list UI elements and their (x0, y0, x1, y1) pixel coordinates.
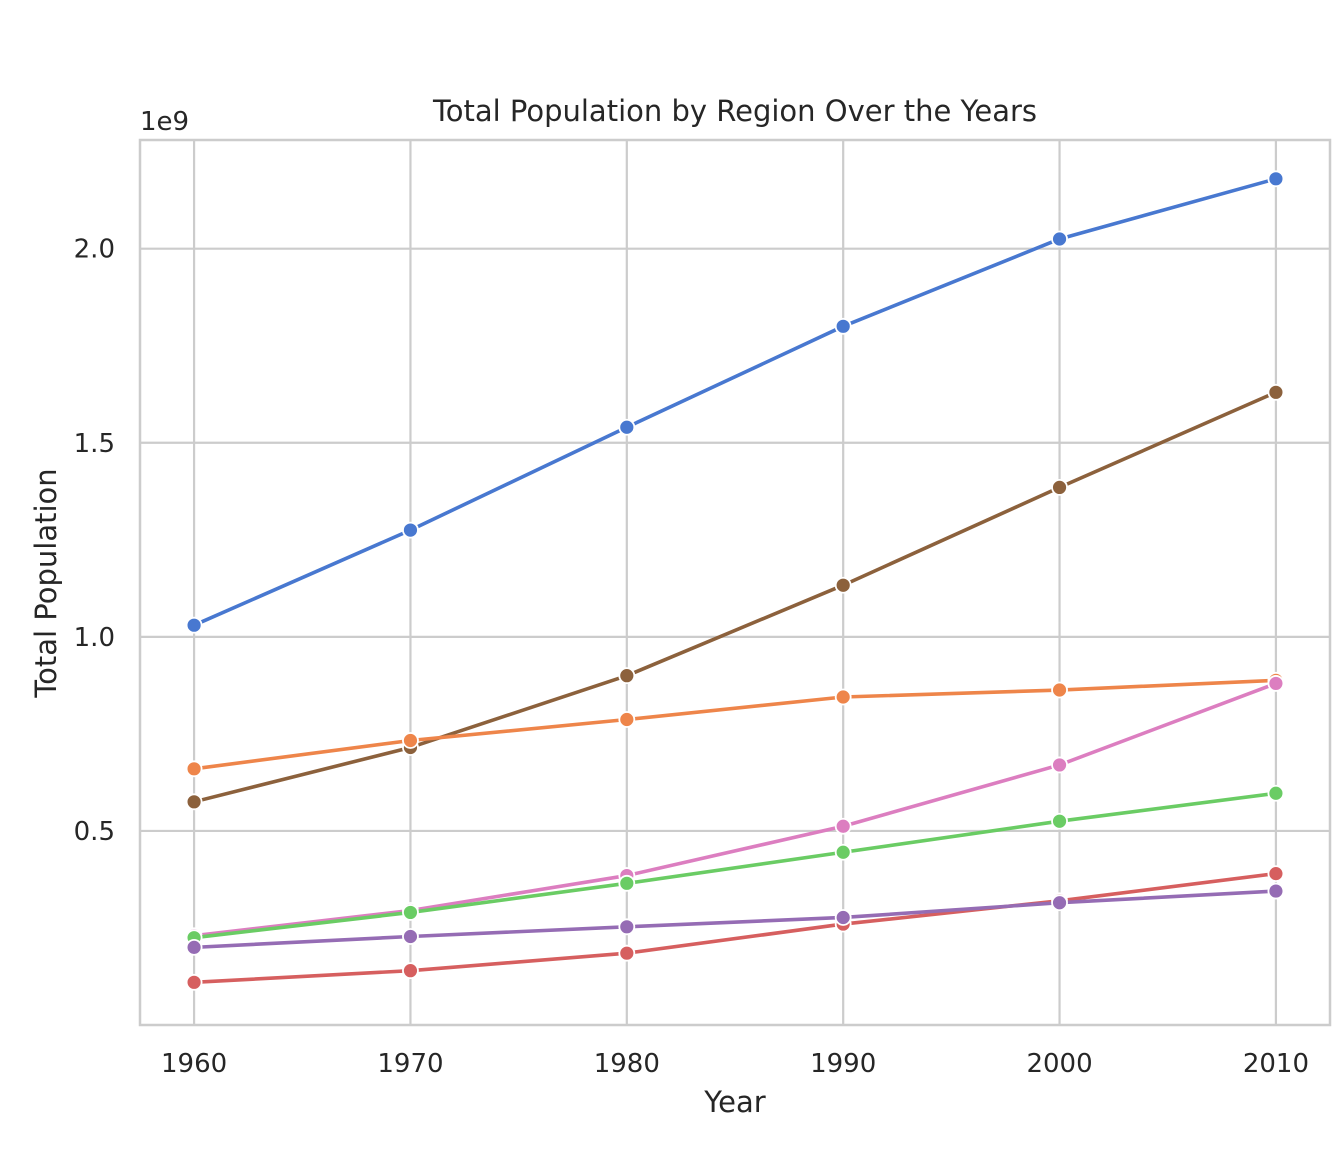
x-tick-label: 2000 (1026, 1049, 1092, 1079)
series-line (192, 871, 1278, 985)
data-point (185, 616, 203, 634)
series-1 (185, 170, 1285, 634)
data-point (834, 817, 852, 835)
data-point (1051, 681, 1068, 699)
y-tick-label: 1.0 (74, 623, 115, 653)
data-point (834, 688, 852, 706)
data-point (402, 962, 419, 980)
data-point (402, 904, 419, 921)
data-point (402, 521, 419, 539)
series-layer (185, 170, 1285, 991)
data-point (185, 760, 203, 778)
data-point (185, 938, 203, 956)
series-7 (185, 882, 1285, 956)
y-tick-label: 2.0 (74, 235, 115, 265)
chart-title: Total Population by Region Over the Year… (432, 94, 1037, 128)
x-tick-label: 1970 (377, 1049, 443, 1079)
series-line (192, 889, 1278, 950)
data-point (1267, 882, 1285, 900)
x-tick-label: 1990 (810, 1049, 876, 1079)
x-tick-label: 1960 (161, 1049, 227, 1079)
x-tick-label: 2010 (1243, 1049, 1309, 1079)
series-line (192, 678, 1278, 771)
plot-frame (138, 138, 1332, 1027)
series-4 (185, 675, 1285, 945)
data-point (834, 909, 852, 926)
data-point (618, 418, 636, 436)
data-point (1051, 479, 1068, 496)
series-6 (185, 865, 1285, 991)
data-point (402, 732, 419, 749)
data-point (618, 711, 636, 728)
data-point (618, 667, 636, 685)
data-point (1051, 756, 1068, 774)
data-point (834, 317, 852, 335)
series-line (192, 390, 1278, 804)
series-line (192, 791, 1278, 940)
grid-layer (140, 140, 1330, 1025)
data-point (834, 576, 852, 594)
y-axis-label: Total Population (29, 468, 63, 698)
data-point (185, 793, 203, 811)
x-tick-label: 1980 (594, 1049, 660, 1079)
data-point (402, 928, 419, 945)
data-point (1051, 230, 1068, 248)
data-point (185, 973, 203, 991)
data-point (1267, 170, 1285, 188)
y-tick-label: 1.5 (74, 429, 115, 459)
data-point (1267, 784, 1285, 802)
data-point (1051, 894, 1068, 912)
y-tick-label: 0.5 (74, 817, 115, 847)
data-point (1051, 812, 1068, 830)
data-point (1267, 383, 1285, 401)
data-point (618, 944, 636, 962)
data-point (1267, 675, 1285, 692)
data-point (618, 918, 636, 936)
series-line (192, 177, 1278, 627)
y-offset-label: 1e9 (140, 107, 189, 137)
x-axis-label: Year (703, 1085, 765, 1119)
tick-layer: 1960 1970 1980 1990 2000 2010 0.5 1.0 1.5 2.0 (74, 235, 1309, 1079)
data-point (1267, 865, 1285, 883)
series-line (192, 681, 1278, 938)
series-2 (185, 383, 1285, 811)
data-point (618, 874, 636, 892)
data-point (834, 843, 852, 861)
